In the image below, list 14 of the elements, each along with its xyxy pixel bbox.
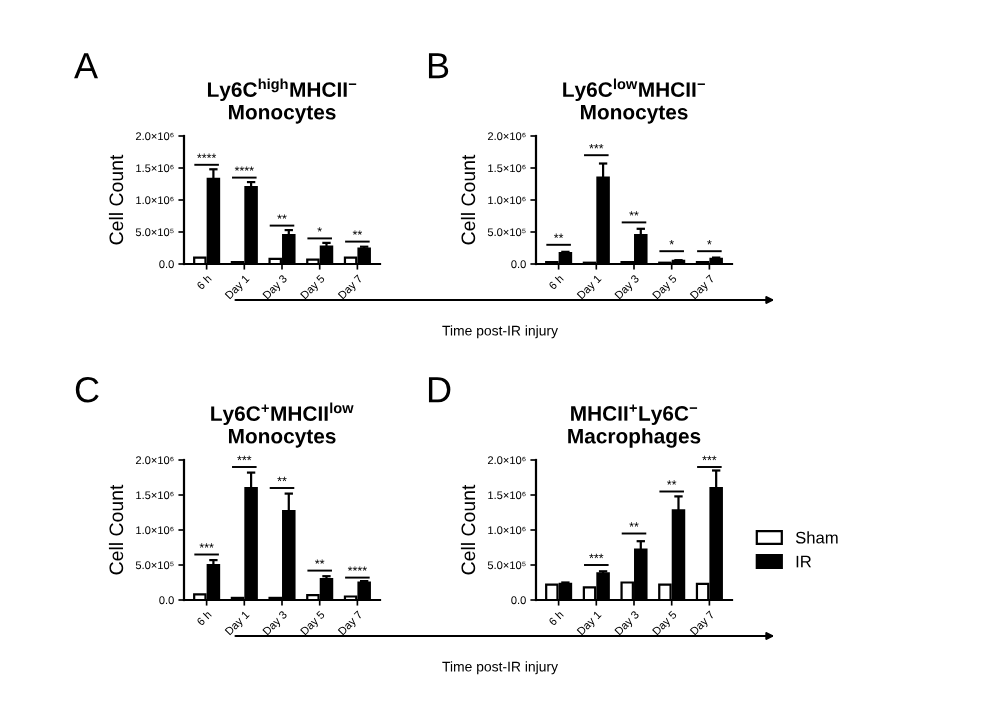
text: C [75, 376, 99, 403]
y-axis-title: Cell Count [108, 484, 124, 575]
y-axis-title: Cell Count [108, 154, 124, 245]
legend-label: IR [796, 555, 812, 568]
chart-title: Ly6C$^{+}$MHCII$^{low}$ Monocytes [211, 402, 354, 448]
text: B [428, 53, 449, 79]
y-axis-title: Cell Count [460, 484, 476, 575]
legend-label: Sham [795, 531, 838, 544]
text: D [428, 377, 451, 403]
y-axis-title: Cell Count [460, 154, 476, 245]
chart-title: Ly6C$^{low}$MHCII$^{−}$ Monocytes [563, 78, 705, 124]
chart-title: MHCII$^{+}$Ly6C$^{−}$ Macrophages [568, 404, 701, 448]
chart-title: Ly6C$^{high}$MHCII$^{−}$ Monocytes [207, 78, 357, 124]
text: A [74, 53, 99, 79]
